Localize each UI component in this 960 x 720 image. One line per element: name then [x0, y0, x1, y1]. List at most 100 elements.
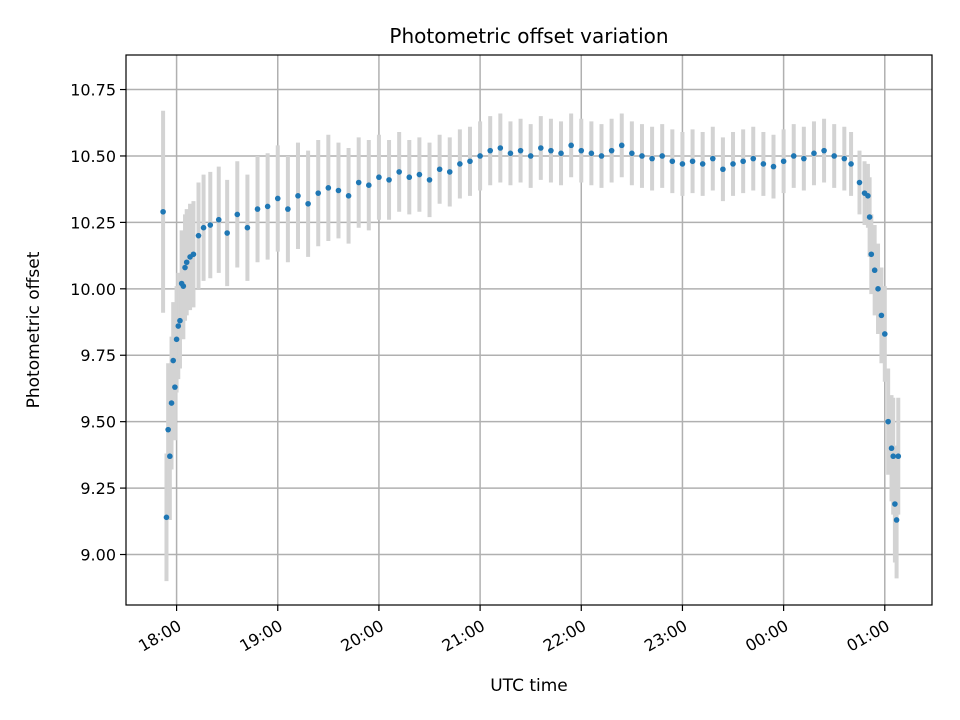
data-point [588, 150, 595, 157]
data-point [215, 216, 222, 223]
data-point [172, 384, 178, 390]
data-point [167, 453, 173, 460]
y-tick-label: 9.50 [80, 413, 116, 432]
data-point [366, 182, 372, 188]
y-axis-label: Photometric offset [24, 251, 44, 408]
data-point [497, 145, 504, 151]
data-point [376, 174, 382, 181]
data-point [165, 426, 171, 433]
data-points [160, 142, 902, 523]
data-point [285, 206, 291, 212]
data-point [558, 150, 564, 157]
data-point [866, 214, 873, 220]
data-point [892, 501, 898, 507]
data-point [477, 153, 483, 159]
data-point [790, 153, 797, 159]
data-point [618, 142, 625, 149]
data-point [730, 161, 736, 167]
data-point [244, 224, 251, 231]
data-point [659, 153, 666, 159]
data-point [180, 283, 187, 289]
data-point [396, 169, 402, 175]
data-point [780, 158, 787, 165]
y-tick-label: 9.00 [80, 546, 116, 565]
data-point [264, 203, 271, 210]
data-point [578, 147, 585, 154]
data-point [168, 400, 175, 406]
y-tick-label: 10.00 [70, 280, 116, 299]
data-point [568, 142, 574, 149]
data-point [207, 222, 214, 228]
data-point [315, 190, 322, 196]
data-point [335, 187, 342, 194]
y-tick-label: 10.75 [70, 81, 116, 100]
data-point [254, 206, 261, 212]
plot-frame [125, 54, 933, 606]
data-point [325, 185, 332, 191]
data-point [467, 158, 473, 165]
data-point [881, 331, 888, 337]
data-point [295, 193, 301, 199]
data-point [446, 169, 453, 175]
data-point [416, 171, 423, 178]
data-point [699, 161, 706, 167]
data-point [182, 264, 188, 271]
data-point [856, 179, 863, 186]
data-point [170, 357, 177, 364]
data-point [865, 193, 871, 199]
data-point [224, 230, 230, 236]
data-point [406, 174, 413, 181]
data-point [679, 161, 686, 167]
data-point [173, 336, 180, 343]
data-point [750, 155, 757, 162]
data-point [689, 158, 696, 165]
data-point [305, 200, 311, 207]
data-point [831, 153, 838, 159]
data-point [770, 163, 777, 170]
data-point [893, 517, 900, 523]
data-point [629, 150, 635, 157]
data-point [709, 155, 716, 162]
y-axis-ticks: 9.00 9.25 9.50 9.75 10.00 10.25 10.50 10.75 [70, 81, 126, 565]
data-point [888, 445, 895, 452]
data-point [195, 232, 202, 239]
data-point [875, 286, 881, 292]
data-point [639, 153, 645, 159]
y-tick-label: 10.50 [70, 147, 116, 166]
data-point [720, 166, 726, 173]
data-point [517, 147, 524, 154]
data-point [163, 514, 170, 521]
data-point [801, 155, 807, 162]
y-tick-label: 9.75 [80, 346, 116, 365]
data-point [436, 166, 443, 173]
data-point [885, 418, 891, 425]
data-point [895, 453, 902, 460]
data-point [507, 150, 514, 157]
data-point [355, 179, 362, 186]
data-point [871, 267, 878, 274]
data-point [841, 155, 848, 162]
chart-title: Photometric offset variation [389, 24, 668, 48]
data-point [608, 147, 615, 154]
data-point [487, 147, 494, 154]
data-point [345, 193, 352, 199]
data-point [740, 158, 746, 165]
data-point [548, 147, 554, 154]
data-point [457, 161, 463, 167]
data-point [848, 161, 854, 167]
data-point [200, 224, 207, 231]
data-point [234, 211, 241, 218]
data-point [811, 150, 817, 157]
data-point [177, 317, 183, 324]
data-point [274, 195, 281, 202]
data-point [175, 323, 182, 329]
y-tick-label: 10.25 [70, 213, 116, 232]
data-point [890, 453, 897, 460]
data-point [821, 147, 827, 154]
data-point [426, 177, 433, 183]
data-point [183, 259, 190, 266]
data-point [868, 251, 875, 258]
data-point [160, 208, 166, 215]
data-point [878, 312, 885, 319]
